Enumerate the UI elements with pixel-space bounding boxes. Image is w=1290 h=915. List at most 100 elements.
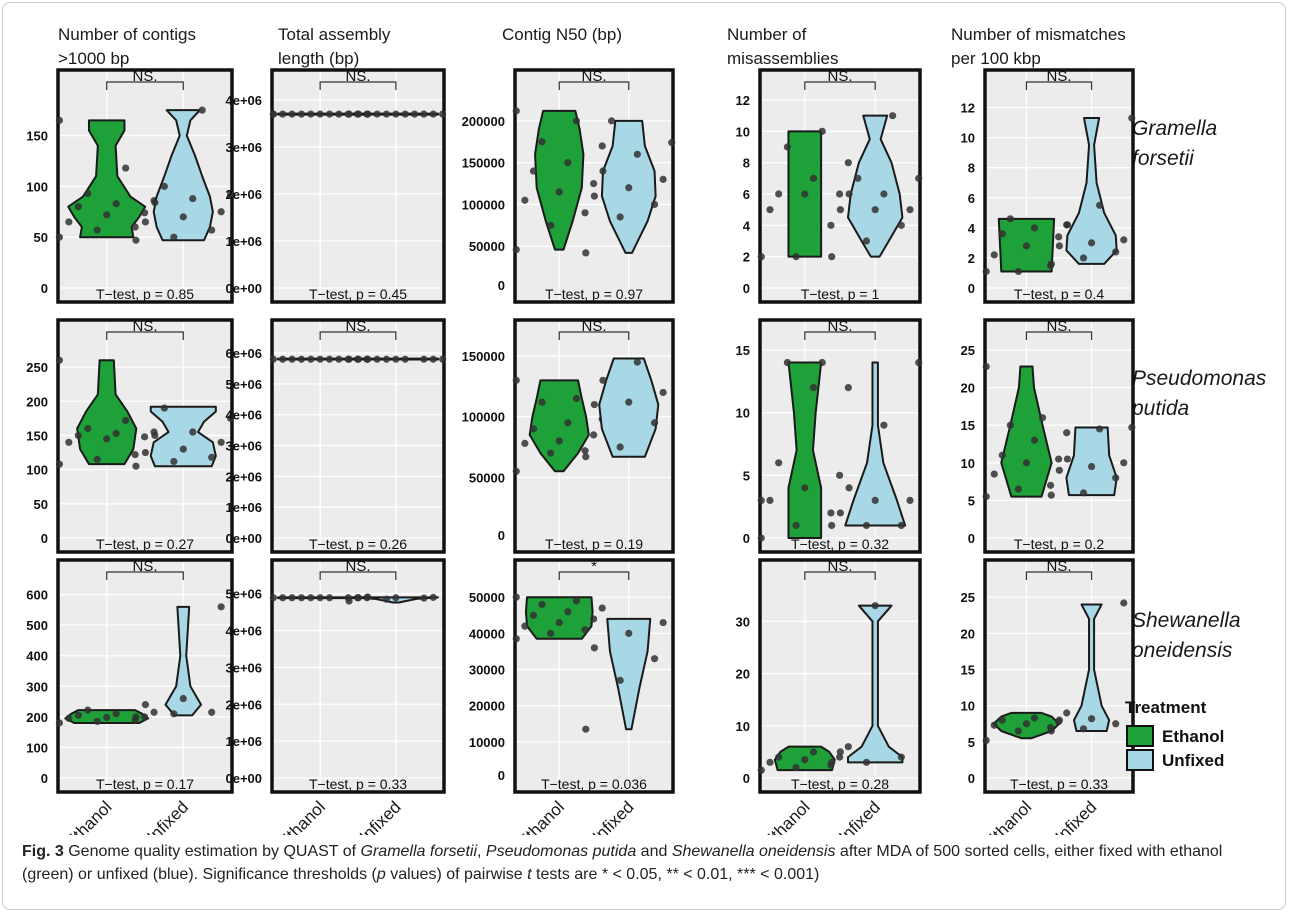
data-point: [616, 213, 624, 221]
data-point: [373, 110, 381, 118]
data-point: [889, 112, 897, 120]
data-point: [1030, 714, 1039, 722]
violin-ethanol: [534, 109, 585, 251]
data-point: [288, 594, 296, 602]
data-point: [538, 138, 546, 146]
y-tick-label: 25: [961, 343, 975, 358]
data-point: [55, 719, 63, 727]
data-point: [521, 622, 529, 630]
stat-label: T−test, p = 0.2: [1014, 536, 1104, 552]
data-point: [982, 362, 990, 371]
data-point: [590, 615, 598, 623]
data-point: [801, 190, 809, 198]
violin-ethanol: [76, 359, 138, 466]
significance-bracket: [804, 81, 876, 90]
y-tick-label: 10: [736, 719, 750, 734]
metric-title: Total assembly: [278, 25, 391, 44]
y-tick-label: 4e+06: [225, 93, 262, 108]
y-tick-label: 8: [743, 156, 750, 171]
significance-label: NS.: [827, 558, 852, 575]
data-point: [845, 190, 853, 198]
violin-ethanol: [524, 596, 594, 640]
data-point: [880, 421, 888, 429]
caption-part: t: [527, 866, 532, 883]
data-point: [227, 414, 235, 422]
data-point: [982, 493, 990, 501]
caption-part: and: [636, 843, 672, 860]
significance-bracket: [1025, 331, 1093, 340]
data-point: [297, 355, 306, 363]
data-point: [862, 521, 871, 530]
data-point: [915, 174, 923, 182]
legend-swatch: [1126, 725, 1154, 747]
y-tick-label: 500: [26, 618, 48, 633]
stat-label: T−test, p = 0.32: [791, 536, 889, 552]
data-point: [420, 110, 428, 118]
data-point: [74, 431, 82, 440]
y-tick-label: 3e+06: [225, 660, 262, 675]
data-point: [1112, 248, 1120, 256]
significance-bracket: [804, 331, 876, 340]
data-point: [828, 521, 836, 530]
data-point: [616, 676, 624, 684]
data-point: [288, 110, 296, 118]
y-tick-label: 2: [968, 251, 975, 266]
y-tick-label: 5: [968, 493, 975, 508]
data-point: [208, 226, 216, 234]
data-point: [897, 221, 905, 229]
y-tick-label: 0: [498, 768, 505, 783]
data-point: [582, 725, 590, 733]
data-point: [1112, 474, 1120, 482]
data-point: [420, 594, 428, 602]
data-point: [1079, 725, 1088, 733]
y-tick-label: 0e+00: [225, 771, 262, 786]
panel-border: [513, 318, 675, 554]
violin-ethanol: [1000, 365, 1053, 498]
data-point: [1087, 715, 1096, 723]
data-point: [1096, 201, 1104, 209]
significance-bracket: [558, 81, 630, 90]
metric-title: >1000 bp: [58, 49, 129, 68]
y-tick-label: 50000: [469, 470, 505, 485]
y-tick-label: 2e+06: [225, 697, 262, 712]
data-point: [871, 602, 879, 610]
significance-label: NS.: [1046, 68, 1071, 85]
data-point: [906, 496, 914, 504]
metric-title: Contig N50 (bp): [502, 25, 622, 44]
data-point: [581, 447, 589, 455]
data-point: [871, 496, 879, 504]
panel-background: [58, 560, 232, 792]
figure-caption: Fig. 3 Genome quality estimation by QUAS…: [22, 840, 1272, 886]
y-tick-label: 20: [961, 626, 975, 641]
violin-unfixed: [606, 617, 652, 731]
significance-label: NS.: [132, 318, 157, 335]
legend-label: Unfixed: [1162, 751, 1224, 770]
data-point: [1120, 459, 1128, 467]
data-point: [1055, 242, 1063, 250]
data-point: [607, 117, 616, 125]
data-point: [1128, 423, 1136, 432]
x-tick-label: Unfixed: [138, 797, 192, 835]
panel-border: [983, 558, 1135, 794]
data-point: [392, 355, 400, 363]
data-point: [590, 644, 598, 652]
data-point: [757, 496, 765, 504]
data-point: [599, 376, 607, 384]
data-point: [122, 416, 130, 425]
data-point: [512, 376, 520, 384]
violin-unfixed: [844, 361, 907, 527]
data-point: [316, 594, 324, 602]
data-point: [633, 358, 641, 366]
caption-part: ,: [477, 843, 486, 860]
data-point: [93, 717, 101, 726]
data-point: [512, 245, 520, 254]
data-point: [279, 355, 287, 363]
data-point: [307, 110, 315, 118]
violin-unfixed: [1065, 426, 1118, 497]
data-point: [766, 496, 774, 504]
data-point: [828, 253, 836, 261]
y-tick-label: 4: [743, 218, 751, 233]
y-tick-label: 30000: [469, 663, 505, 678]
data-point: [141, 218, 150, 226]
data-point: [84, 706, 92, 714]
